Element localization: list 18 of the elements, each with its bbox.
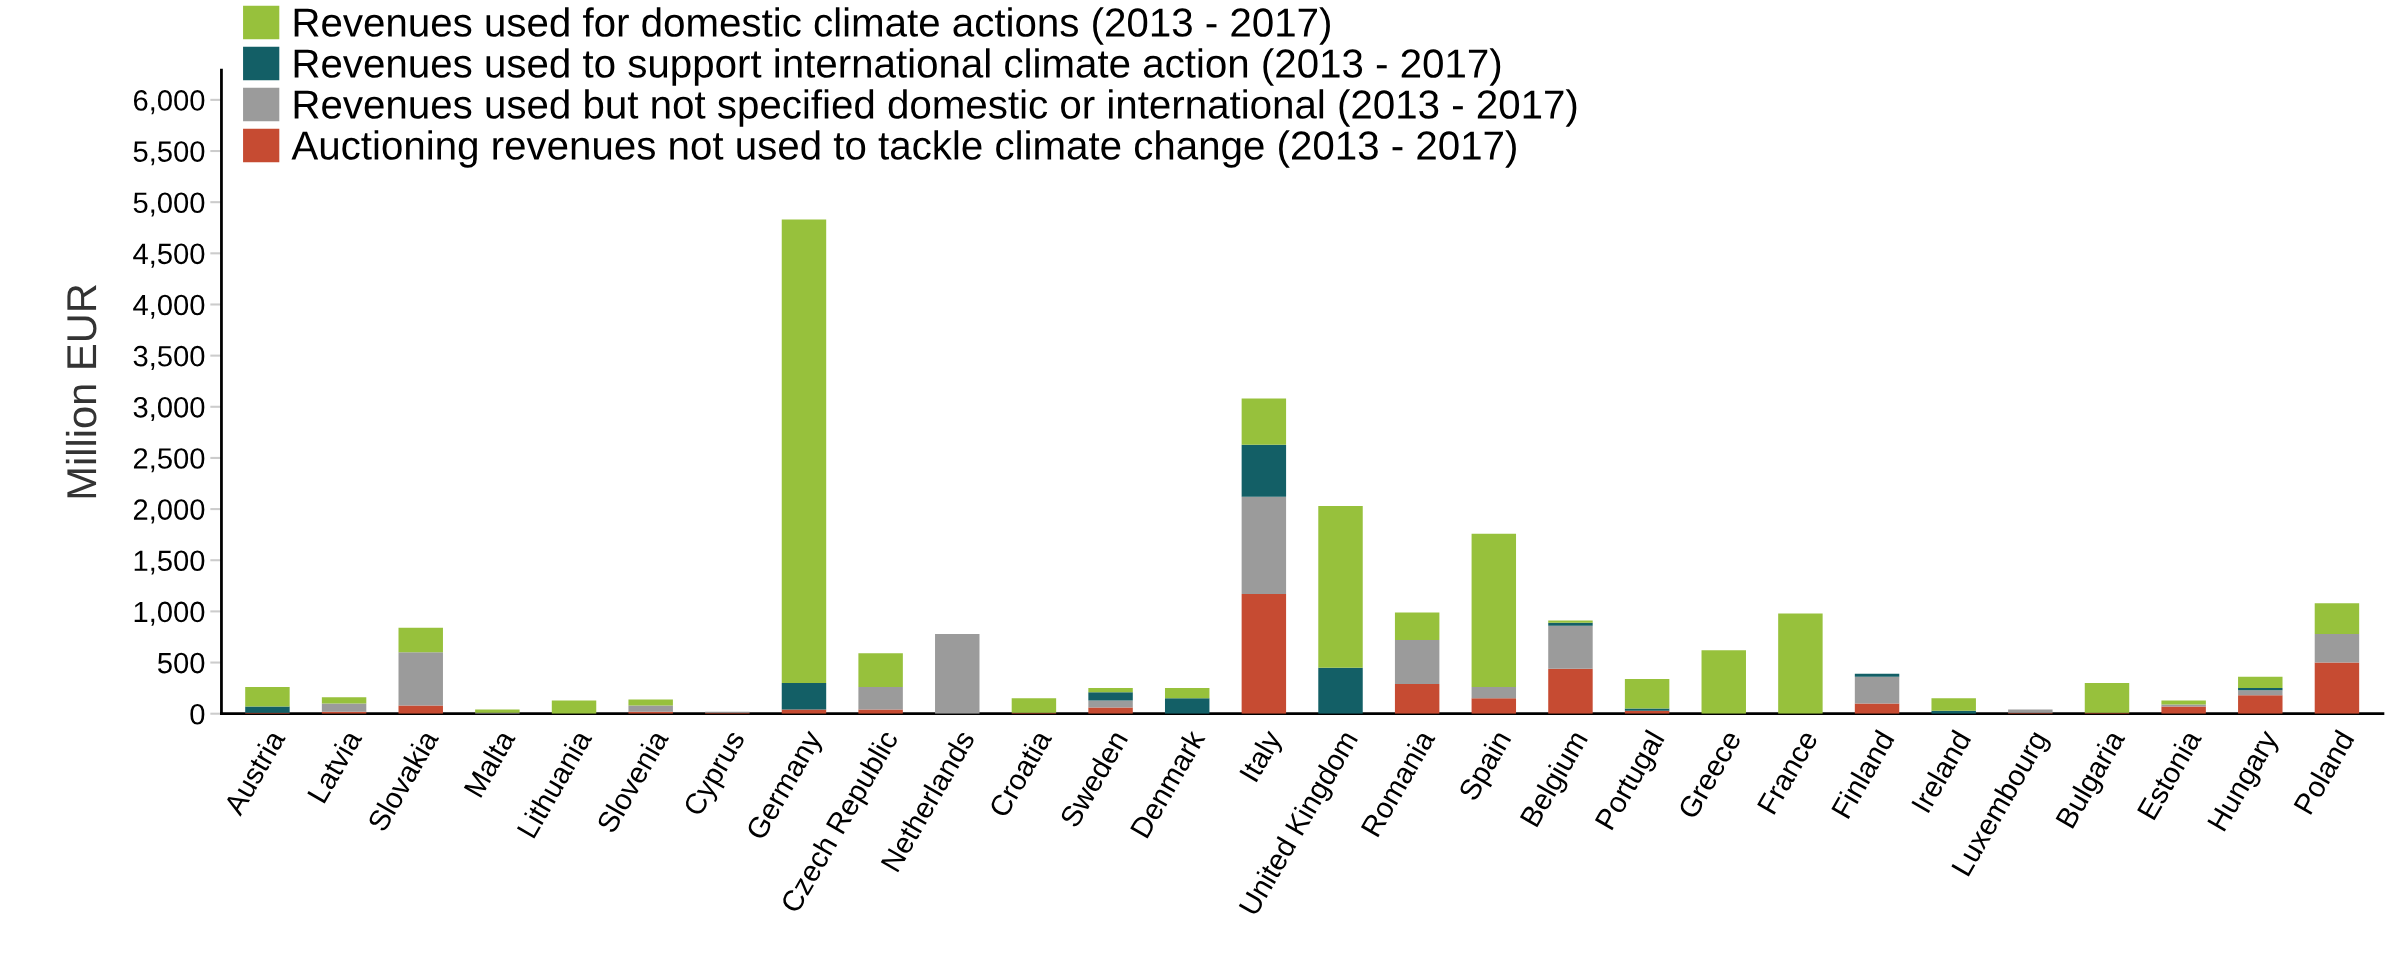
y-tick-label: 5,000 [133, 192, 205, 217]
y-axis-title: Million EUR [65, 285, 97, 498]
y-tick-label: 1,000 [134, 601, 205, 626]
y-tick-label: 500 [157, 652, 205, 674]
legend-label: Auctioning revenues not used to tackle climate change (2013 - 2017) [291, 130, 1516, 168]
y-tick-label: 3,500 [133, 345, 205, 370]
y-tick-label: 2,500 [133, 448, 205, 473]
legend-label: Revenues used to support international climate action (2013 - 2017) [294, 48, 1501, 86]
legend-label: Revenues used for domestic climate actions (2013 - 2017) [294, 7, 1330, 45]
legend-label: Revenues used but not specified domestic or international (2013 - 2017) [294, 89, 1577, 127]
y-tick-label: 1,500 [134, 550, 205, 575]
y-tick-label: 0 [190, 703, 205, 725]
y-tick-label: 6,000 [133, 90, 205, 115]
y-tick-label: 4,000 [133, 294, 205, 319]
y-tick-label: 5,500 [133, 141, 205, 166]
y-tick-label: 4,500 [133, 243, 205, 268]
y-tick-label: 2,000 [133, 499, 205, 524]
y-tick-label: 3,000 [133, 396, 205, 422]
